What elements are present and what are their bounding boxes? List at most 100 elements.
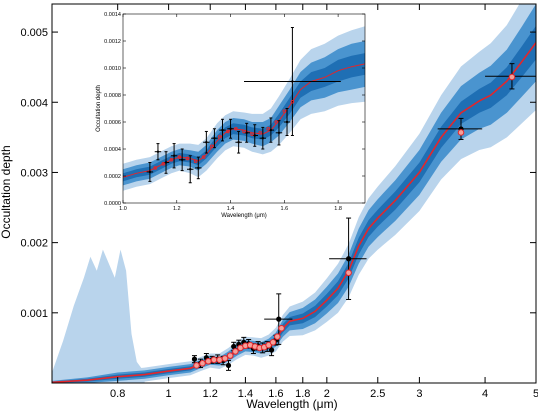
inset-data-point-2	[162, 151, 170, 174]
inset-model-point-4	[185, 156, 190, 161]
inset-data-marker-18	[291, 80, 294, 83]
inset-data-point-0	[146, 162, 154, 182]
main-ytick-label-2: 0.003	[20, 167, 48, 179]
inset-model-point-15	[274, 120, 279, 124]
inset-xtick-label-0: 1.0	[119, 206, 127, 212]
inset-data-point-6	[195, 156, 202, 180]
inset-model-point-8	[218, 135, 222, 139]
main-model-point-20	[508, 73, 516, 81]
inset-ytick-label-0: 0.0000	[104, 201, 121, 207]
main-ytick-label-0: 0.001	[20, 308, 48, 320]
main-model-point-3	[210, 356, 218, 364]
main-xtick-label-6: 2	[324, 388, 330, 400]
inset-data-marker-7	[205, 141, 208, 144]
main-model-point-6	[226, 352, 234, 359]
main-xtick-label-10: 5	[533, 388, 538, 400]
inset-data-point-8	[211, 128, 218, 149]
inset-ytick-label-3: 0.0006	[104, 120, 121, 126]
inset-sigma2-band	[123, 41, 365, 186]
inset-data-marker-1	[156, 150, 160, 153]
main-model-point-5	[221, 355, 229, 362]
main-xtick-label-4: 1.6	[268, 388, 283, 400]
inset-model-point-7	[209, 144, 214, 149]
x-axis-title: Wavelength (μm)	[246, 397, 337, 411]
inset-xtick-label-1: 1.2	[173, 206, 181, 212]
inset-model-point-5	[193, 159, 198, 163]
inset-model-point-12	[250, 132, 254, 136]
main-model-point-16	[274, 333, 281, 340]
inset-data-marker-13	[253, 134, 256, 137]
inset-data-point-11	[235, 130, 242, 154]
main-data-point-18	[329, 217, 367, 300]
inset-model-point-13	[258, 131, 262, 135]
y-axis-title: Occultation depth	[0, 145, 13, 238]
inset-frame	[122, 13, 366, 204]
inset-model-point-3	[177, 155, 182, 159]
inset-ytick-label-4: 0.0008	[104, 93, 121, 99]
inset-data-marker-5	[189, 168, 192, 171]
inset-ytick-label-1: 0.0002	[104, 174, 121, 180]
main-xtick-label-9: 4	[482, 388, 488, 400]
inset-data-marker-2	[164, 161, 168, 164]
inset-model-point-2	[169, 158, 174, 162]
main-xtick-label-3: 1.4	[238, 388, 253, 400]
inset-model-point-6	[201, 155, 206, 159]
main-model-point-19	[457, 129, 465, 136]
inset-data-marker-15	[269, 128, 273, 132]
main-data-marker-18	[345, 256, 352, 262]
inset-model-point-17	[290, 99, 295, 104]
main-xtick-label-7: 2.5	[370, 388, 385, 400]
inset-data-point-17	[283, 108, 291, 136]
main-data-marker-15	[268, 347, 275, 353]
inset-data-point-5	[186, 155, 194, 184]
inset-data-point-1	[154, 143, 162, 161]
inset-model-point-11	[242, 129, 246, 134]
main-data-point-6	[225, 360, 232, 371]
inset-xtick-label-2: 1.4	[227, 206, 235, 212]
inset-data-marker-0	[148, 170, 152, 174]
main-xtick-label-8: 3	[416, 388, 422, 400]
main-data-marker-7	[231, 343, 237, 350]
main-ytick-label-1: 0.002	[20, 238, 48, 250]
inset-data-marker-9	[221, 128, 224, 132]
main-model-point-18	[345, 269, 352, 277]
inset-data-point-14	[259, 126, 267, 150]
main-ytick-label-4: 0.005	[20, 27, 48, 39]
inset-ytick-label-5: 0.0010	[104, 66, 121, 72]
inset-y-axis-title: Occultation depth	[96, 85, 102, 132]
inset-data-point-7	[203, 130, 210, 154]
inset-data-marker-3	[172, 154, 176, 157]
inset-model-point-14	[266, 126, 271, 131]
inset-data-marker-17	[285, 120, 289, 124]
main-data-marker-0	[191, 356, 198, 362]
inset-data-point-9	[219, 118, 226, 142]
inset-data-point-18	[244, 27, 341, 136]
inset-model-point-16	[282, 109, 287, 113]
main-xtick-label-5: 1.8	[295, 388, 310, 400]
main-optical-band	[52, 249, 145, 383]
inset-ytick-label-6: 0.0012	[104, 39, 121, 45]
inset-ytick-label-7: 0.0014	[104, 12, 121, 18]
inset-model-point-9	[226, 129, 230, 134]
main-model-point-2	[205, 357, 212, 365]
inset-data-marker-11	[237, 141, 240, 144]
inset-x-axis-title: Wavelength (μm)	[221, 213, 267, 219]
main-xtick-label-1: 1	[166, 388, 172, 400]
inset-data-marker-10	[229, 127, 232, 130]
main-xtick-label-0: 0.8	[110, 388, 125, 400]
main-data-marker-6	[225, 362, 232, 369]
main-ytick-label-3: 0.004	[20, 97, 48, 109]
main-model-point-0	[193, 362, 200, 369]
inset-data-marker-14	[261, 137, 265, 140]
inset-xtick-label-4: 1.8	[334, 206, 342, 212]
inset-model-point-0	[153, 166, 158, 170]
main-xtick-label-2: 1.2	[203, 388, 218, 400]
main-model-point-7	[232, 348, 239, 355]
inset-ytick-label-2: 0.0004	[104, 147, 121, 153]
main-frame	[51, 3, 537, 384]
inset-data-point-16	[275, 120, 283, 146]
inset-model-point-1	[161, 162, 166, 166]
inset-plot-area: 1.0 1.2 1.4 1.6 1.8 0.0000 0.0002 0.0004 0.0006 0…	[96, 12, 366, 219]
inset-data-point-3	[170, 143, 178, 169]
